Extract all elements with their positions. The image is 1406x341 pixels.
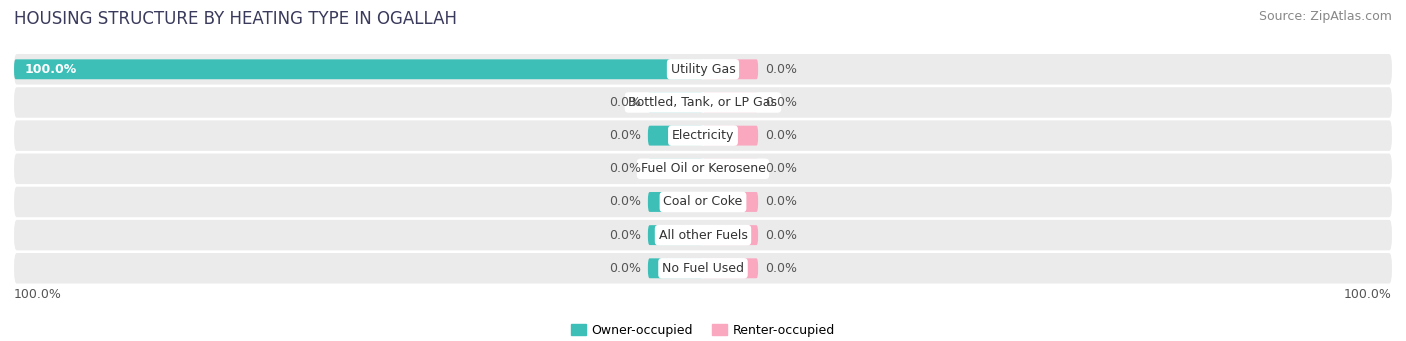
Text: 0.0%: 0.0% — [765, 63, 797, 76]
Text: No Fuel Used: No Fuel Used — [662, 262, 744, 275]
Text: 100.0%: 100.0% — [24, 63, 77, 76]
FancyBboxPatch shape — [14, 120, 1392, 151]
Text: 0.0%: 0.0% — [609, 162, 641, 175]
FancyBboxPatch shape — [14, 253, 1392, 284]
FancyBboxPatch shape — [14, 87, 1392, 118]
Text: Utility Gas: Utility Gas — [671, 63, 735, 76]
Text: 0.0%: 0.0% — [609, 195, 641, 208]
FancyBboxPatch shape — [14, 153, 1392, 184]
FancyBboxPatch shape — [703, 92, 758, 113]
Text: 100.0%: 100.0% — [14, 288, 62, 301]
FancyBboxPatch shape — [703, 192, 758, 212]
Text: 0.0%: 0.0% — [765, 129, 797, 142]
FancyBboxPatch shape — [648, 159, 703, 179]
FancyBboxPatch shape — [648, 225, 703, 245]
Text: Bottled, Tank, or LP Gas: Bottled, Tank, or LP Gas — [628, 96, 778, 109]
Text: HOUSING STRUCTURE BY HEATING TYPE IN OGALLAH: HOUSING STRUCTURE BY HEATING TYPE IN OGA… — [14, 10, 457, 28]
Text: Source: ZipAtlas.com: Source: ZipAtlas.com — [1258, 10, 1392, 23]
FancyBboxPatch shape — [14, 54, 1392, 85]
FancyBboxPatch shape — [648, 92, 703, 113]
Text: 0.0%: 0.0% — [609, 228, 641, 242]
Text: Fuel Oil or Kerosene: Fuel Oil or Kerosene — [641, 162, 765, 175]
FancyBboxPatch shape — [648, 126, 703, 146]
Text: 0.0%: 0.0% — [609, 96, 641, 109]
FancyBboxPatch shape — [703, 159, 758, 179]
FancyBboxPatch shape — [14, 59, 703, 79]
Text: 0.0%: 0.0% — [765, 262, 797, 275]
FancyBboxPatch shape — [648, 258, 703, 278]
Text: 0.0%: 0.0% — [765, 162, 797, 175]
FancyBboxPatch shape — [14, 220, 1392, 250]
Text: 0.0%: 0.0% — [765, 96, 797, 109]
Legend: Owner-occupied, Renter-occupied: Owner-occupied, Renter-occupied — [571, 324, 835, 337]
Text: All other Fuels: All other Fuels — [658, 228, 748, 242]
FancyBboxPatch shape — [14, 187, 1392, 217]
FancyBboxPatch shape — [703, 126, 758, 146]
Text: 100.0%: 100.0% — [1344, 288, 1392, 301]
Text: 0.0%: 0.0% — [765, 228, 797, 242]
Text: 0.0%: 0.0% — [609, 129, 641, 142]
FancyBboxPatch shape — [703, 59, 758, 79]
FancyBboxPatch shape — [703, 258, 758, 278]
FancyBboxPatch shape — [703, 225, 758, 245]
Text: Electricity: Electricity — [672, 129, 734, 142]
Text: 0.0%: 0.0% — [609, 262, 641, 275]
Text: Coal or Coke: Coal or Coke — [664, 195, 742, 208]
Text: 0.0%: 0.0% — [765, 195, 797, 208]
FancyBboxPatch shape — [648, 192, 703, 212]
